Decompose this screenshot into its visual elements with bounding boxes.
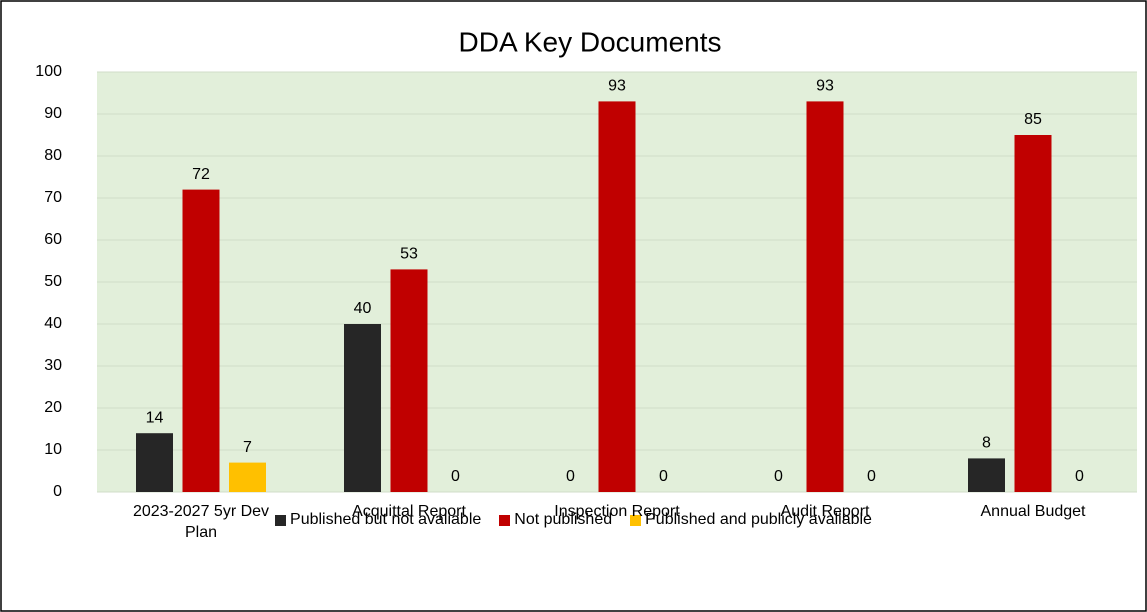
bar	[182, 189, 220, 492]
legend: Published but not avaliable Not published…	[0, 511, 1147, 529]
legend-swatch	[499, 514, 511, 526]
legend-item: Not published	[499, 511, 612, 529]
x-tick-label: Audit Report	[780, 503, 870, 520]
data-label: 40	[354, 300, 372, 317]
bar	[229, 462, 266, 492]
x-tick-label: Annual Budget	[980, 503, 1086, 520]
y-tick-label: 80	[44, 147, 62, 164]
data-label: 0	[867, 468, 876, 485]
y-tick-label: 30	[44, 357, 62, 374]
data-label: 14	[146, 409, 164, 426]
y-tick-label: 100	[35, 63, 62, 80]
y-tick-label: 40	[44, 315, 62, 332]
data-label: 0	[1075, 468, 1084, 485]
y-tick-label: 0	[53, 483, 62, 500]
data-label: 85	[1024, 111, 1042, 128]
x-tick-label: Acquittal Report	[352, 503, 466, 520]
bar	[598, 101, 636, 493]
y-tick-label: 10	[44, 441, 62, 458]
legend-item: Published but not avaliable	[275, 511, 481, 529]
data-label: 93	[608, 78, 626, 95]
data-label: 0	[774, 468, 783, 485]
legend-item: Published and publicly avaliable	[630, 511, 872, 529]
legend-label: Published and publicly avaliable	[645, 511, 872, 528]
data-label: 72	[192, 166, 210, 183]
chart-title: DDA Key Documents	[459, 26, 722, 57]
data-label: 53	[400, 246, 418, 263]
bar	[344, 324, 381, 492]
data-label: 8	[982, 435, 991, 452]
x-tick-label: 2023-2027 5yr Dev Plan	[132, 503, 270, 541]
x-tick-label: Inspection Report	[554, 503, 680, 520]
legend-swatch	[630, 514, 642, 526]
y-tick-label: 20	[44, 399, 62, 416]
data-label: 0	[566, 468, 575, 485]
bar	[390, 269, 428, 492]
legend-swatch	[275, 514, 287, 526]
bar	[136, 433, 173, 492]
y-tick-label: 70	[44, 189, 62, 206]
y-tick-label: 50	[44, 273, 62, 290]
y-tick-label: 90	[44, 105, 62, 122]
data-label: 0	[451, 468, 460, 485]
data-label: 0	[659, 468, 668, 485]
y-tick-label: 60	[44, 231, 62, 248]
legend-label: Published but not avaliable	[290, 511, 482, 528]
bar	[968, 458, 1005, 492]
legend-label: Not published	[514, 511, 613, 528]
data-label: 7	[243, 439, 252, 456]
data-label: 93	[816, 78, 834, 95]
bar	[806, 101, 844, 493]
bar	[1014, 135, 1052, 492]
